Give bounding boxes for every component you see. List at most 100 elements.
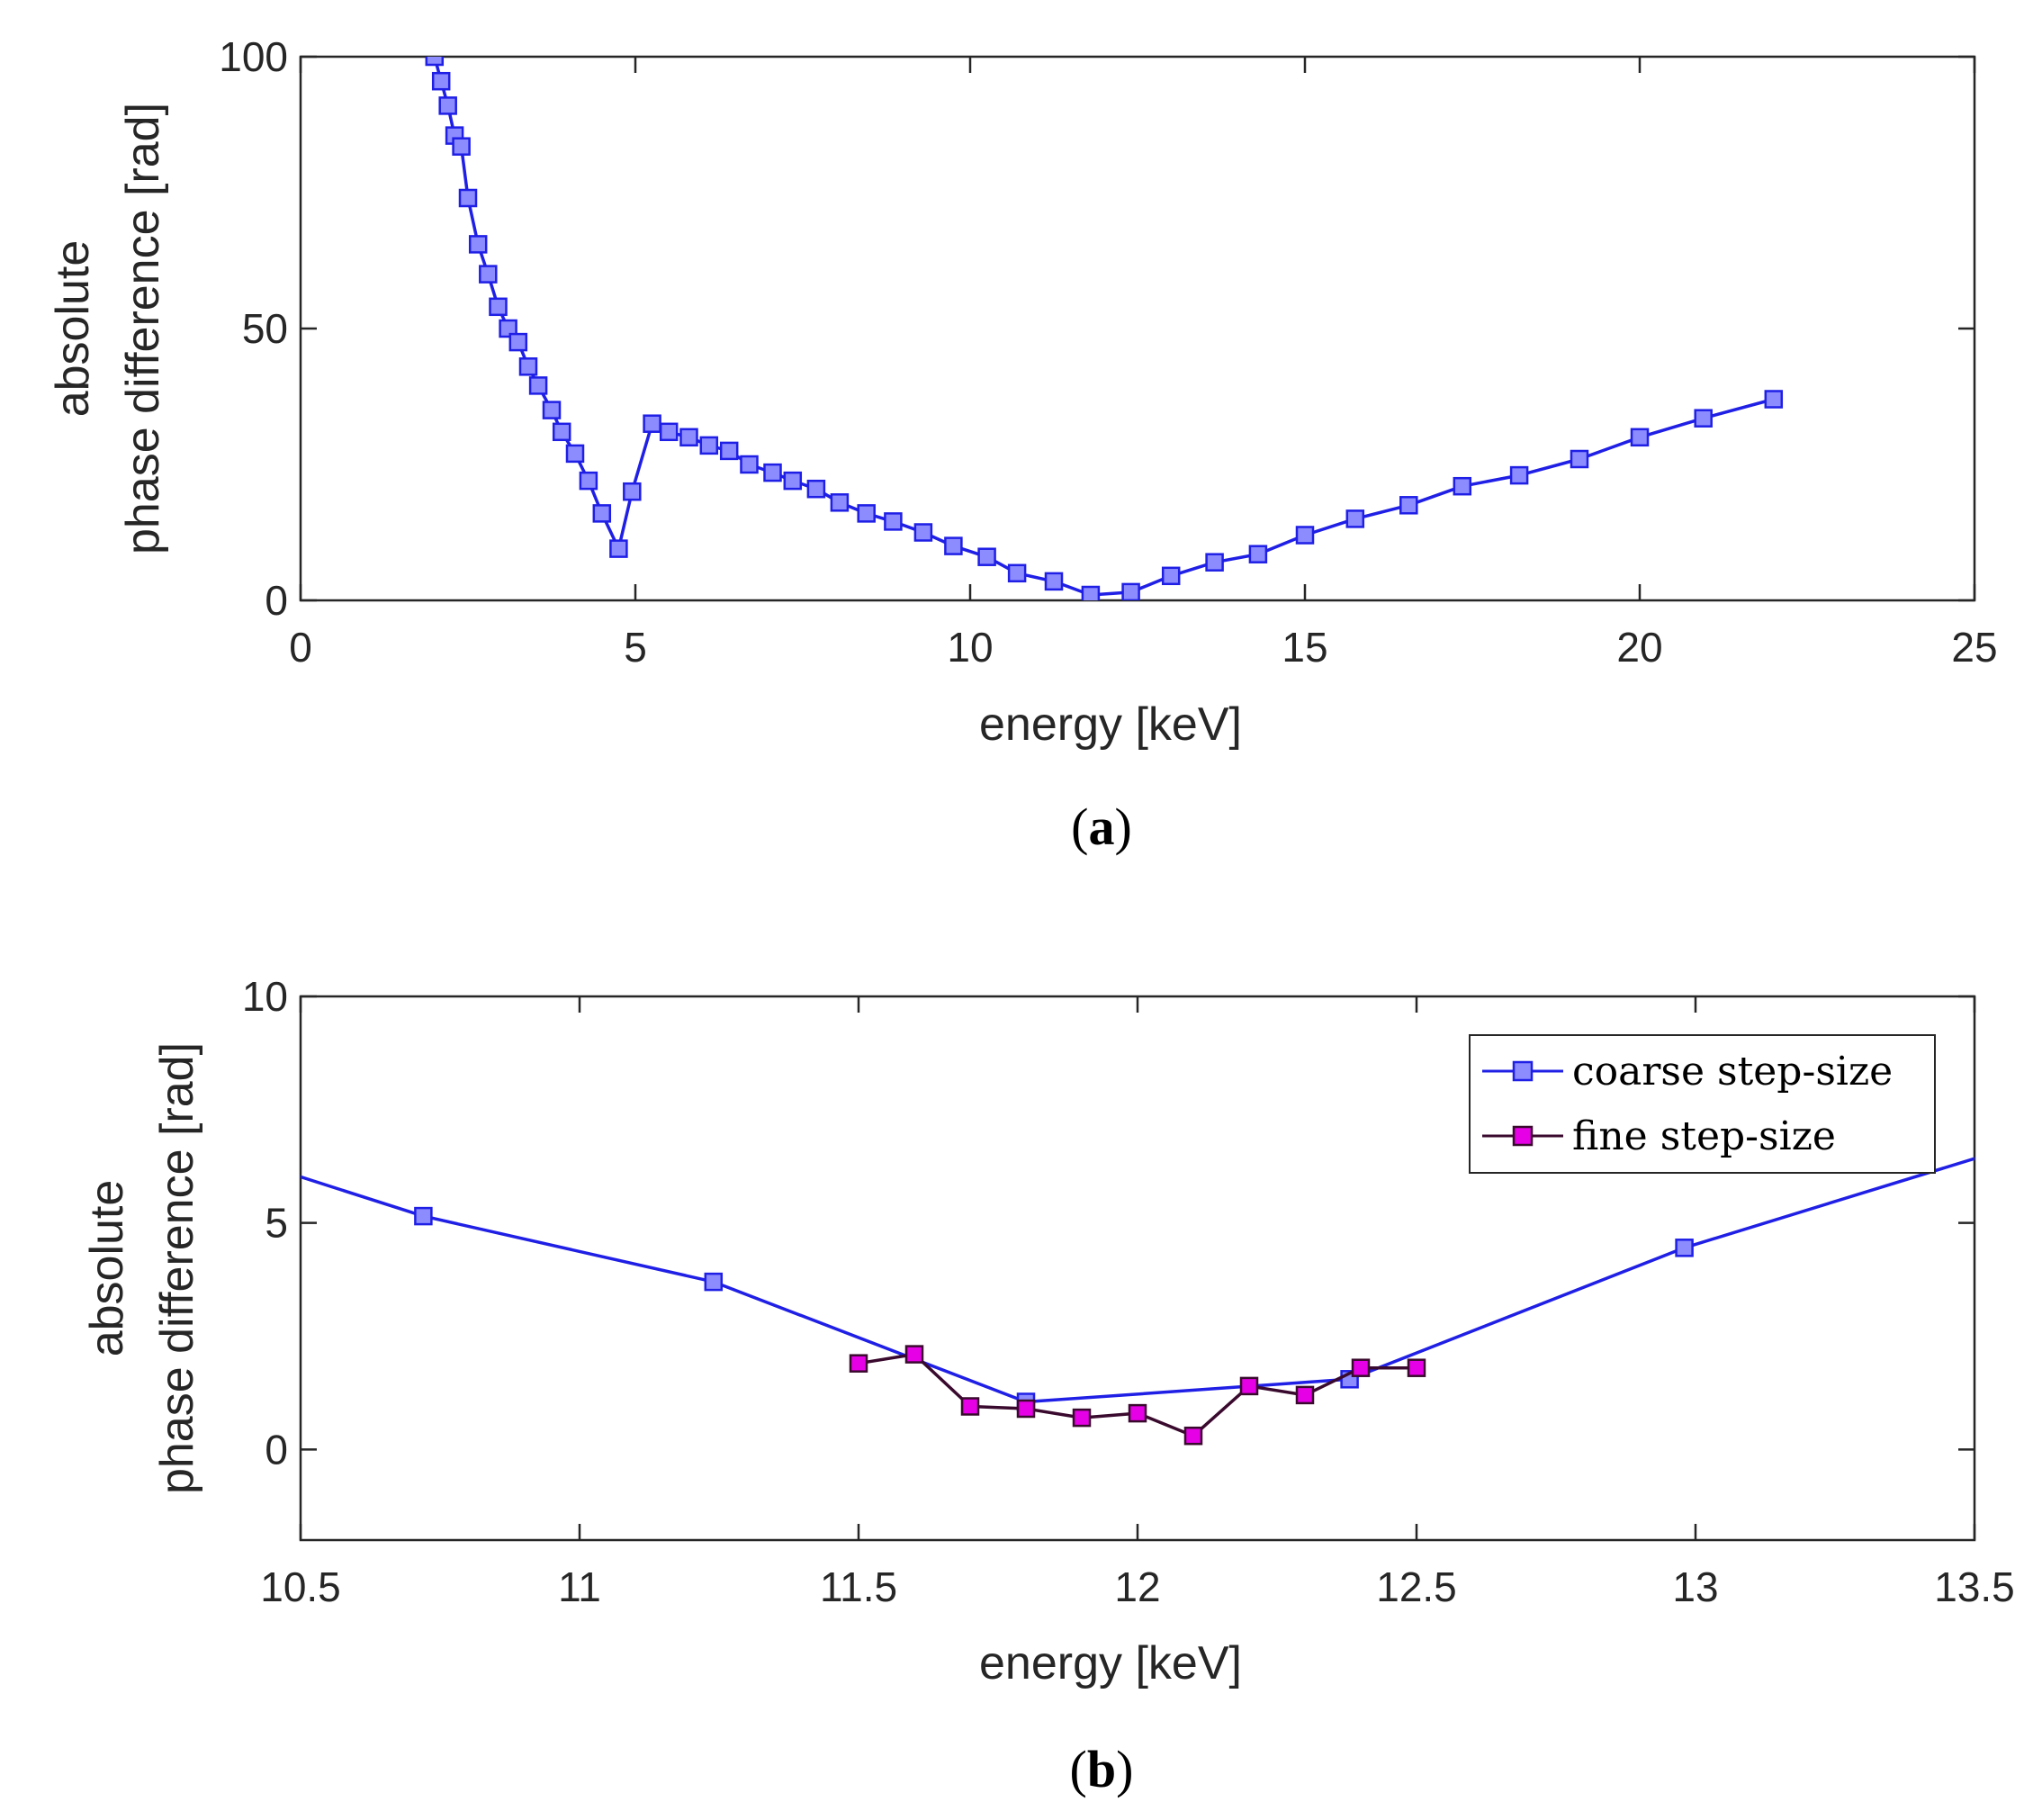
panel-b-xtick-label: 12 [1114,1563,1160,1610]
panel-a-series-0-point [518,357,538,376]
panel-b-ytick-label: 0 [265,1426,288,1473]
panel-b-series-1-point [960,1397,980,1416]
panel-b-xtick-label: 12.5 [1376,1563,1457,1610]
panel-b-series-1-point [849,1354,868,1373]
panel-b-series-1-point [1072,1408,1092,1428]
panel-b-series [301,1157,1975,1446]
panel-a-ticks: 0 5 10 15 20 25 0 50 100 [219,33,1997,671]
legend-marker-fine [1512,1125,1534,1147]
panel-a: 0 5 10 15 20 25 0 50 100 energy [keV] absolute p… [47,33,1998,856]
panel-b-series-1-point [904,1345,924,1364]
panel-a-series-0-point [623,482,642,501]
panel-a-series-0-point [913,523,933,542]
panel-a-series-0-point [528,376,548,395]
panel-a-ytick-label: 50 [242,305,288,352]
panel-a-xtick-label: 20 [1616,624,1662,671]
panel-a-series-0-point [884,512,903,531]
panel-a-series-0-point [1345,509,1365,528]
panel-b-series-0-point [704,1272,724,1292]
panel-a-series-0-point [1694,409,1713,428]
panel-a-series-0-point [643,414,661,433]
panel-a-caption: (a) [1071,797,1132,856]
panel-a-series-0-point [1764,390,1784,409]
panel-b-series-1-point [1016,1399,1036,1419]
legend-box [1469,1034,1936,1174]
panel-b-series-0-point [414,1206,433,1226]
panel-a-series-0-point [1570,449,1589,469]
panel-b-xtick-label: 10.5 [260,1563,341,1610]
panel-a-xtick-label: 25 [1951,624,1997,671]
panel-b-series-1-point [1128,1403,1147,1423]
panel-a-series-0-point [1161,566,1181,586]
panel-a-series-0-point [499,319,517,338]
panel-b-ytick-label: 10 [242,973,288,1020]
panel-b-xtick-label: 13.5 [1934,1563,2015,1610]
panel-b-ylabel-line2: phase difference [rad] [151,1042,203,1494]
panel-b-xtick-label: 13 [1672,1563,1718,1610]
panel-a-series-0-point [740,455,759,474]
panel-b-ylabel-line1: absolute [81,1180,133,1357]
panel-a-series-0-point [857,504,876,523]
panel-a-series-0-point [1081,585,1101,600]
panel-a-ylabel-line1: absolute [47,240,99,418]
panel-a-series-0-point [458,188,478,208]
panel-a-series-0-point [452,137,471,156]
panel-a-series-0-point [1248,545,1268,563]
panel-a-series-0-point [1295,526,1315,545]
panel-b-series-1-point [1183,1426,1203,1446]
panel-a-series-0-point [425,57,445,67]
panel-b-series-1-point [1239,1376,1259,1396]
panel-a-series-0-point [806,479,826,499]
panel-b-series-1-point [1407,1358,1426,1377]
panel-a-xtick-label: 5 [624,624,647,671]
panel-a-series-0-point [679,428,698,447]
panel-b-series-1-point [1351,1358,1371,1377]
panel-a-series-0-point [1509,465,1529,485]
panel-a-series-0-point [579,471,598,491]
legend-label-coarse: coarse step-size [1572,1049,1893,1095]
panel-a-series-0-point [944,536,963,555]
legend: coarse step-size fine step-size [1469,1034,1936,1174]
panel-b-ticks: 10.5 11 11.5 12 12.5 13 13.5 0 5 10 [242,973,2015,1610]
panel-a-series [425,57,1784,600]
panel-b-ytick-label: 5 [265,1200,288,1247]
panel-a-series-0-point [438,96,457,115]
legend-marker-coarse [1512,1060,1534,1082]
panel-b-series-1-point [1295,1385,1315,1405]
panel-a-series-0-point [1205,553,1224,572]
panel-b-series-0-point [1675,1239,1694,1257]
panel-a-series-0-point [1121,582,1140,600]
panel-a-series-0-point [468,235,488,254]
panel-a-series-0-point [830,493,850,512]
panel-a-series-0-point [431,71,451,91]
panel-a-ytick-label: 0 [265,577,288,624]
panel-a-xtick-label: 10 [947,624,993,671]
panel-a-series-0-point [565,444,585,464]
panel-a-ytick-label: 100 [219,33,288,80]
panel-a-series-0-point [1044,572,1064,591]
panel-a-series-0-point [592,504,612,523]
panel-b-xtick-label: 11.5 [820,1563,897,1610]
panel-b-caption: (b) [1070,1740,1134,1798]
panel-a-series-0-line [433,57,1775,597]
panel-a-series-0-point [763,463,782,482]
panel-a-axes-box [299,55,1976,602]
panel-a-series-0-point [977,547,996,566]
panel-b-xlabel: energy [keV] [979,1637,1242,1689]
panel-a-series-0-point [542,401,562,419]
panel-a-series-0-point [489,297,508,317]
panel-a-xtick-label: 15 [1282,624,1327,671]
panel-b-xtick-label: 11 [558,1563,601,1610]
legend-label-fine: fine step-size [1572,1113,1836,1159]
panel-a-series-0-point [659,422,679,442]
panel-a-series-0-point [719,441,739,461]
panel-a-series-0-point [508,332,528,352]
panel-a-xtick-label: 0 [289,624,312,671]
panel-a-series-0-point [783,471,803,491]
panel-a-series-0-point [552,422,571,442]
panel-a-series-0-point [1630,428,1650,447]
panel-a-ylabel-line2: phase difference [rad] [117,103,169,554]
panel-a-series-0-point [1399,496,1418,515]
